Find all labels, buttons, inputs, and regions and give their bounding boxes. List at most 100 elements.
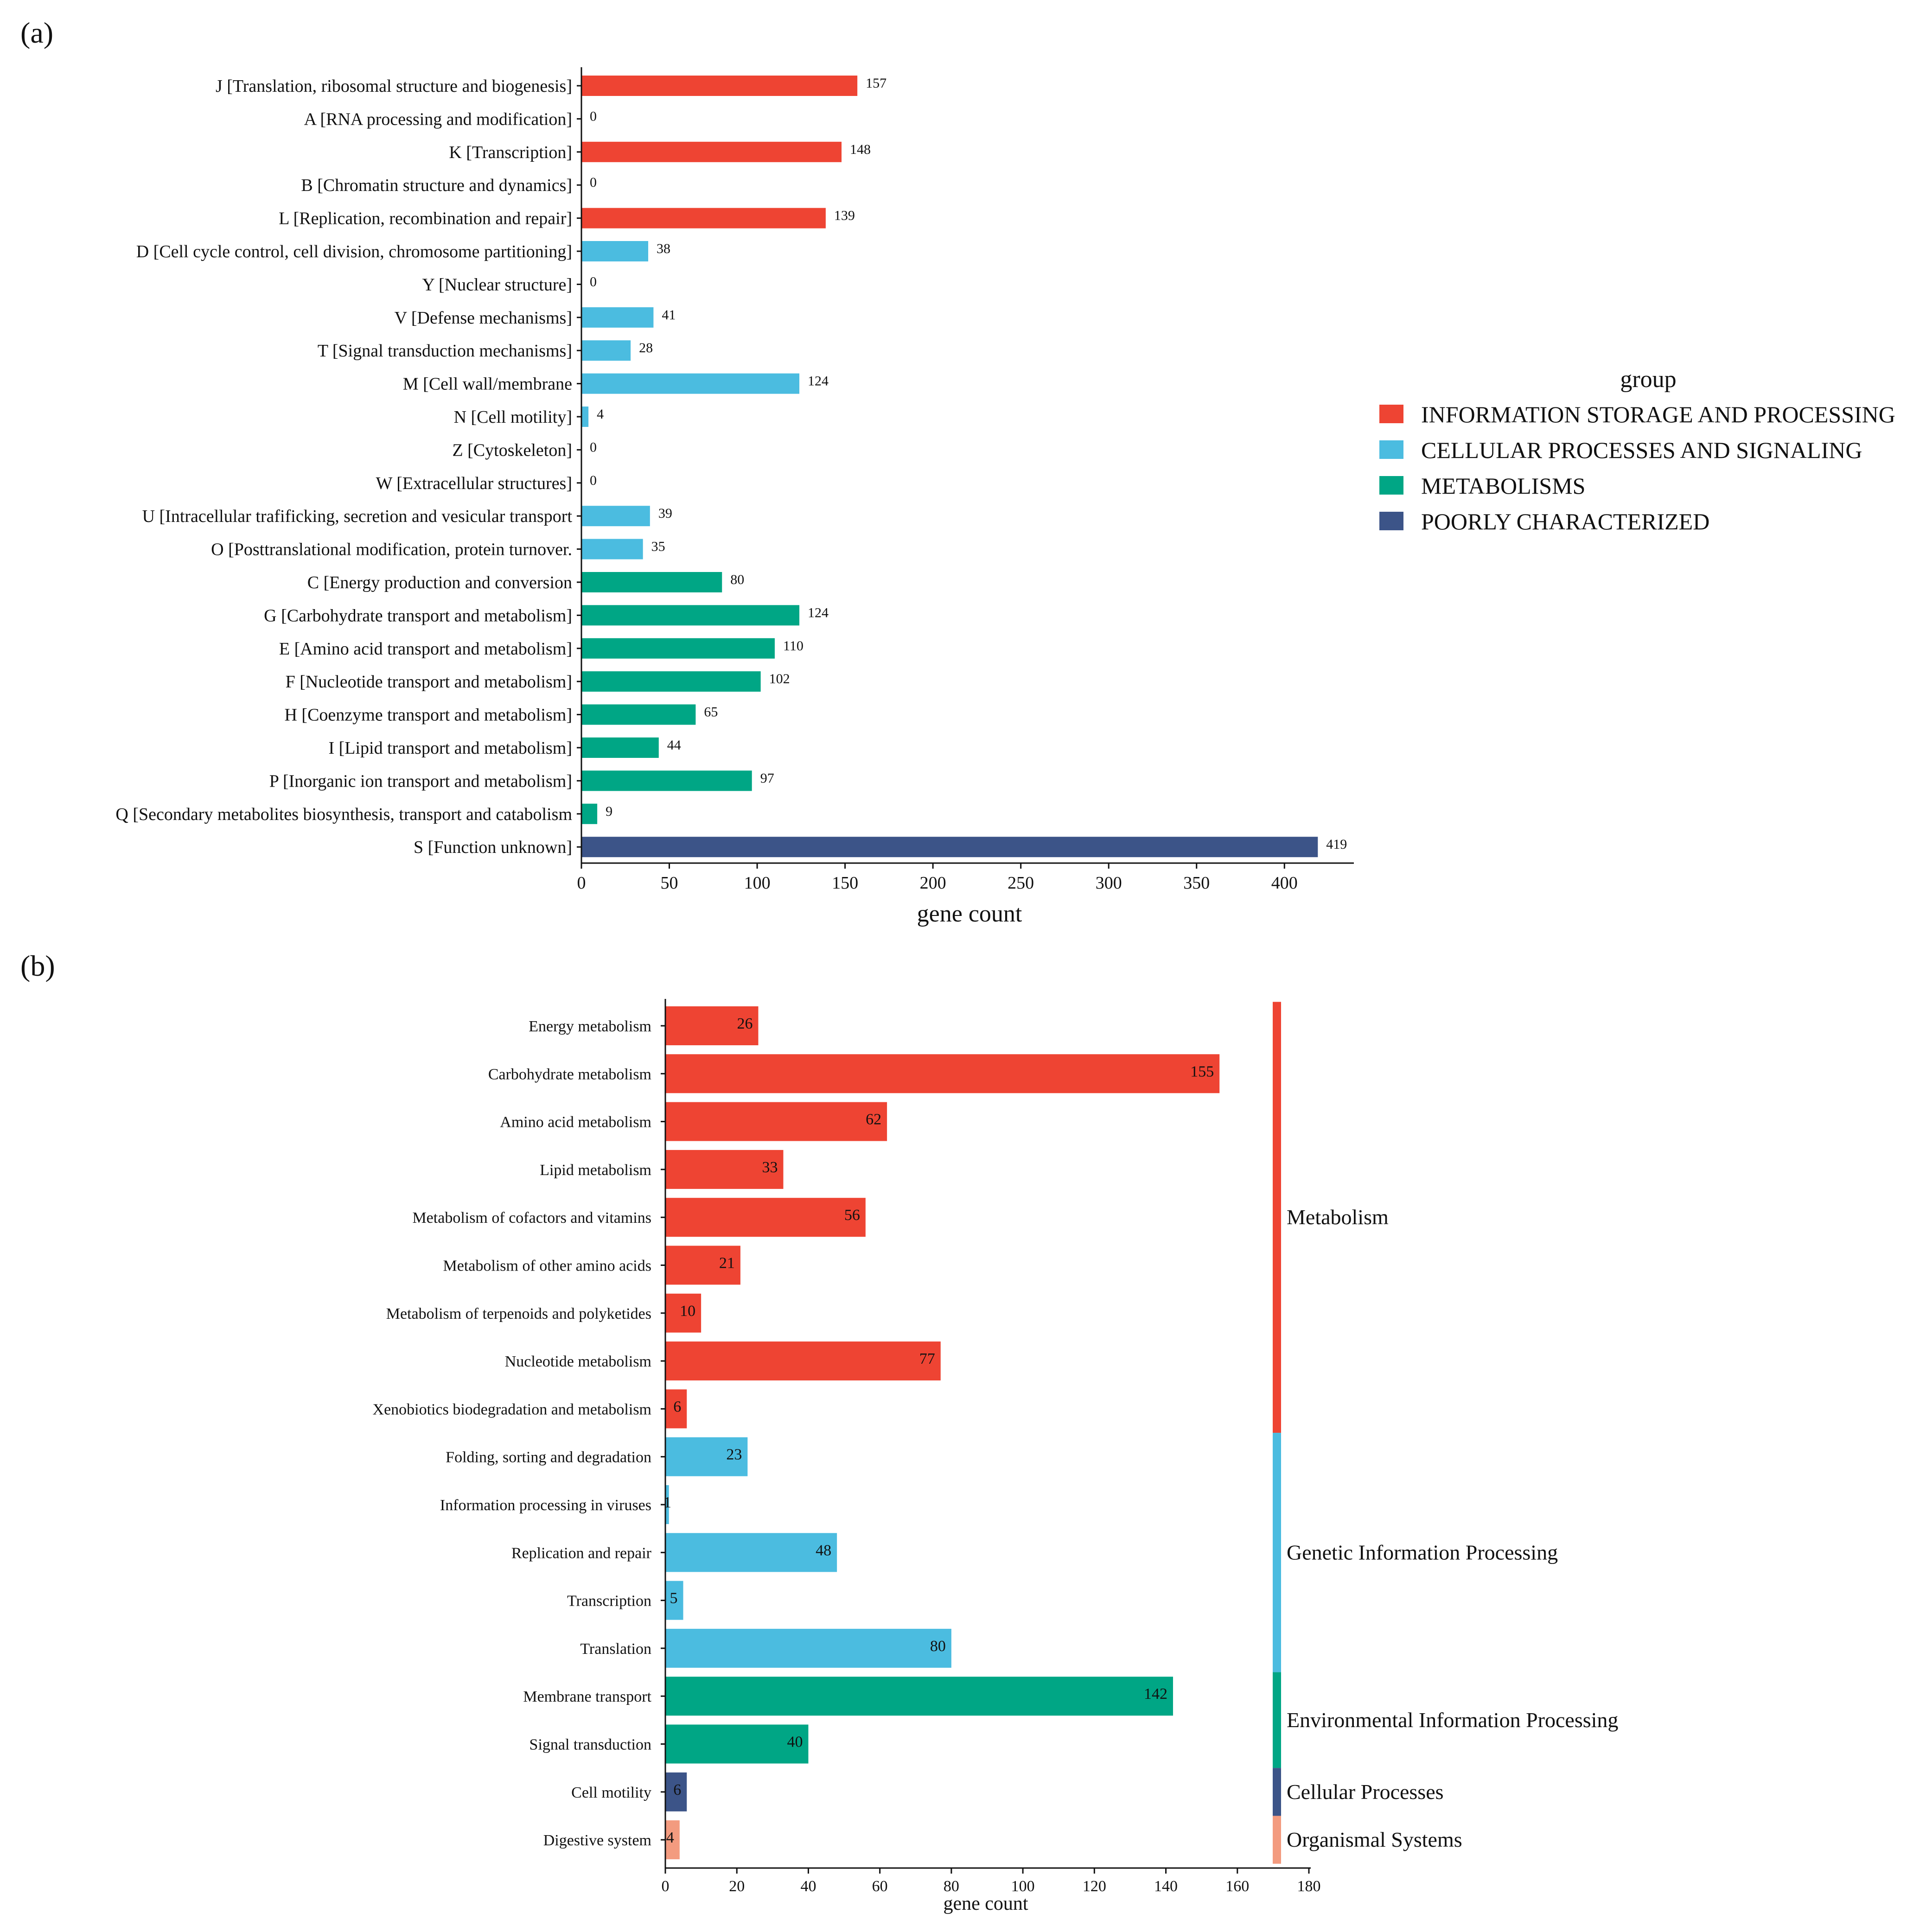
data-label: 77: [919, 1350, 935, 1367]
bar: [581, 208, 826, 229]
data-label: 155: [1190, 1063, 1214, 1080]
bar: [581, 506, 650, 527]
category-label: J [Translation, ribosomal structure and …: [216, 76, 572, 96]
bar: [581, 605, 800, 626]
category-label: V [Defense mechanisms]: [395, 308, 572, 328]
x-tick-label: 60: [872, 1878, 888, 1895]
category-label: G [Carbohydrate transport and metabolism…: [264, 606, 572, 625]
legend-entry-label: POORLY CHARACTERIZED: [1421, 508, 1709, 534]
category-label: Y [Nuclear structure]: [422, 275, 572, 294]
bar: [665, 1485, 669, 1524]
data-label: 80: [930, 1638, 946, 1655]
x-tick-label: 120: [1083, 1878, 1106, 1895]
group-strip-segment: [1273, 1816, 1281, 1864]
group-label: Environmental Information Processing: [1287, 1708, 1618, 1732]
data-label: 142: [1144, 1685, 1167, 1703]
bar: [581, 803, 598, 824]
bar: [665, 1772, 687, 1811]
bar: [665, 1820, 680, 1860]
x-tick-label: 20: [729, 1878, 745, 1895]
category-label: I [Lipid transport and metabolism]: [328, 738, 572, 758]
group-strip-segment: [1273, 1433, 1281, 1672]
x-tick-label: 0: [662, 1878, 670, 1895]
legend-swatch: [1379, 512, 1403, 530]
bar: [581, 340, 631, 361]
legend-entry-label: INFORMATION STORAGE AND PROCESSING: [1421, 401, 1895, 427]
category-label: Transcription: [567, 1593, 651, 1610]
bar: [581, 539, 643, 559]
data-label: 0: [590, 274, 597, 289]
x-axis-title: gene count: [917, 901, 1022, 927]
x-tick-label: 50: [661, 873, 678, 893]
category-label: Xenobiotics biodegradation and metabolis…: [373, 1401, 651, 1418]
category-label: K [Transcription]: [449, 143, 572, 162]
legend-swatch: [1379, 476, 1403, 495]
bar: [581, 737, 659, 758]
data-label: 0: [590, 439, 597, 455]
data-label: 5: [670, 1590, 678, 1607]
category-label: D [Cell cycle control, cell division, ch…: [136, 242, 572, 261]
data-label: 102: [769, 671, 790, 686]
data-label: 80: [730, 572, 744, 587]
bar: [581, 837, 1318, 858]
group-strip-segment: [1273, 1002, 1281, 1433]
category-label: Carbohydrate metabolism: [488, 1066, 651, 1083]
x-tick-label: 140: [1154, 1878, 1178, 1895]
bar: [665, 1293, 702, 1333]
group-strip-segment: [1273, 1768, 1281, 1816]
bar: [581, 638, 775, 659]
category-label: Lipid metabolism: [540, 1162, 651, 1179]
x-tick-label: 400: [1271, 873, 1298, 893]
category-label: Digestive system: [543, 1832, 651, 1849]
category-label: Z [Cytoskeleton]: [452, 440, 572, 460]
data-label: 28: [639, 340, 653, 356]
data-label: 40: [787, 1734, 803, 1751]
data-label: 6: [673, 1398, 681, 1415]
bar: [581, 307, 654, 328]
bar: [581, 407, 589, 427]
x-tick-label: 100: [1011, 1878, 1035, 1895]
bar: [665, 1677, 1173, 1716]
x-tick-label: 100: [744, 873, 771, 893]
data-label: 56: [844, 1207, 860, 1224]
bar: [581, 141, 842, 162]
group-strip-segment: [1273, 1672, 1281, 1768]
category-label: B [Chromatin structure and dynamics]: [301, 176, 572, 195]
category-label: Membrane transport: [523, 1688, 651, 1705]
panel-b-label: (b): [20, 949, 55, 982]
category-label: A [RNA processing and modification]: [304, 109, 572, 129]
x-tick-label: 300: [1096, 873, 1122, 893]
bar: [665, 1724, 809, 1764]
category-label: O [Posttranslational modification, prote…: [211, 540, 572, 559]
category-label: F [Nucleotide transport and metabolism]: [286, 672, 572, 692]
x-tick-label: 0: [577, 873, 586, 893]
data-label: 35: [651, 539, 665, 554]
category-label: Folding, sorting and degradation: [446, 1449, 651, 1466]
category-label: Amino acid metabolism: [500, 1114, 651, 1131]
x-tick-label: 180: [1297, 1878, 1321, 1895]
data-label: 62: [866, 1111, 881, 1128]
data-label: 21: [719, 1255, 735, 1272]
x-tick-label: 250: [1008, 873, 1034, 893]
category-label: M [Cell wall/membrane: [403, 375, 572, 394]
category-label: Q [Secondary metabolites biosynthesis, t…: [115, 805, 572, 824]
data-label: 0: [590, 175, 597, 190]
data-label: 139: [834, 208, 855, 223]
data-label: 0: [590, 473, 597, 488]
data-label: 4: [597, 407, 604, 422]
data-label: 0: [590, 108, 597, 124]
x-tick-label: 80: [944, 1878, 959, 1895]
panel-a-legend: group INFORMATION STORAGE AND PROCESSING C…: [1379, 366, 1895, 534]
x-axis-title: gene count: [943, 1893, 1028, 1914]
category-label: H [Coenzyme transport and metabolism]: [284, 705, 572, 725]
category-label: S [Function unknown]: [414, 838, 572, 857]
bar: [581, 704, 696, 725]
bar: [665, 1628, 951, 1668]
panel-a-chart: J [Translation, ribosomal structure and …: [115, 67, 1354, 927]
data-label: 33: [762, 1159, 778, 1176]
x-tick-label: 350: [1183, 873, 1210, 893]
category-label: W [Extracellular structures]: [376, 474, 572, 493]
bar: [665, 1150, 784, 1189]
data-label: 10: [680, 1303, 695, 1320]
data-label: 65: [704, 705, 718, 720]
